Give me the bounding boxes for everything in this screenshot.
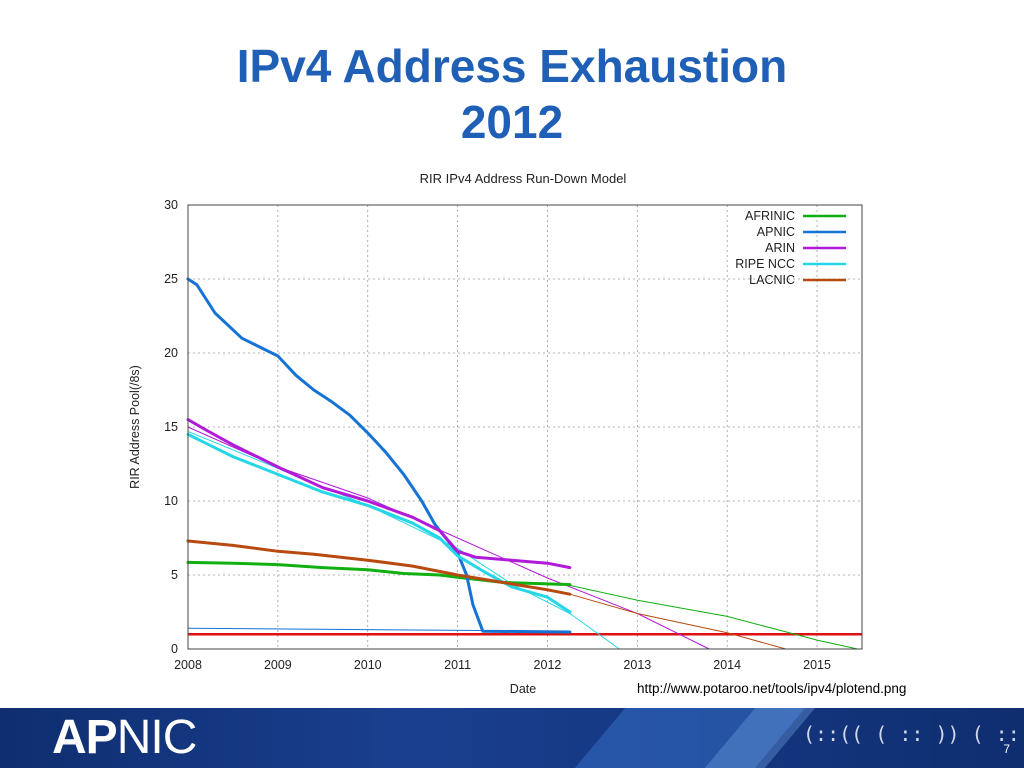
y-tick-label: 0 [171, 642, 178, 656]
y-tick-label: 25 [164, 272, 178, 286]
series-line-lacnic [186, 539, 572, 596]
x-tick-label: 2009 [264, 658, 292, 672]
x-tick-label: 2010 [354, 658, 382, 672]
legend-label-lacnic: LACNIC [749, 273, 795, 287]
y-tick-label: 15 [164, 420, 178, 434]
legend-label-arin: ARIN [765, 241, 795, 255]
x-tick-labels: 2008 2009 2010 2011 2012 2013 2014 2015 [174, 658, 831, 672]
slide-title: IPv4 Address Exhaustion 2012 [0, 38, 1024, 150]
x-axis-label: Date [510, 682, 536, 696]
y-tick-label: 10 [164, 494, 178, 508]
chart-grid [188, 205, 862, 649]
x-tick-label: 2012 [534, 658, 562, 672]
projection-line-lacnic [569, 593, 786, 650]
legend-label-ripe-ncc: RIPE NCC [735, 257, 795, 271]
footer-decoration: (::(( ( :: )) ( :: ( :: ) [803, 722, 1024, 746]
projection-line-afrinic [569, 584, 858, 650]
y-tick-labels: 0 5 10 15 20 25 30 [164, 198, 178, 656]
logo-light-text: NIC [116, 711, 198, 764]
projection-line-apnic [187, 627, 483, 631]
slide-title-line2: 2012 [460, 96, 564, 148]
projection-lines [187, 426, 858, 650]
x-tick-label: 2013 [623, 658, 651, 672]
y-tick-label: 5 [171, 568, 178, 582]
series-line-arin [186, 418, 572, 570]
series-line-ripe-ncc [186, 432, 572, 614]
apnic-logo: APNIC [52, 711, 198, 764]
x-tick-label: 2014 [713, 658, 741, 672]
x-tick-label: 2011 [444, 658, 471, 672]
legend-label-afrinic: AFRINIC [745, 209, 795, 223]
slide-title-line1: IPv4 Address Exhaustion [236, 40, 788, 92]
source-link[interactable]: http://www.potaroo.net/tools/ipv4/ploten… [637, 681, 907, 696]
actual-lines [186, 277, 572, 634]
x-tick-label: 2008 [174, 658, 202, 672]
chart-legend: AFRINIC APNIC ARIN RIPE NCC LACNIC [735, 209, 846, 287]
plot-frame [187, 204, 863, 650]
y-axis-label: RIR Address Pool(/8s) [128, 365, 142, 489]
y-tick-label: 20 [164, 346, 178, 360]
footer-bar: APNIC (::(( ( :: )) ( :: ( :: ) 7 [0, 708, 1024, 768]
y-tick-label: 30 [164, 198, 178, 212]
page-number: 7 [1003, 742, 1010, 756]
x-tick-label: 2015 [803, 658, 831, 672]
chart-title: RIR IPv4 Address Run-Down Model [420, 171, 627, 186]
logo-bold-text: AP [52, 711, 118, 764]
legend-label-apnic: APNIC [757, 225, 795, 239]
series-line-afrinic [186, 560, 572, 587]
